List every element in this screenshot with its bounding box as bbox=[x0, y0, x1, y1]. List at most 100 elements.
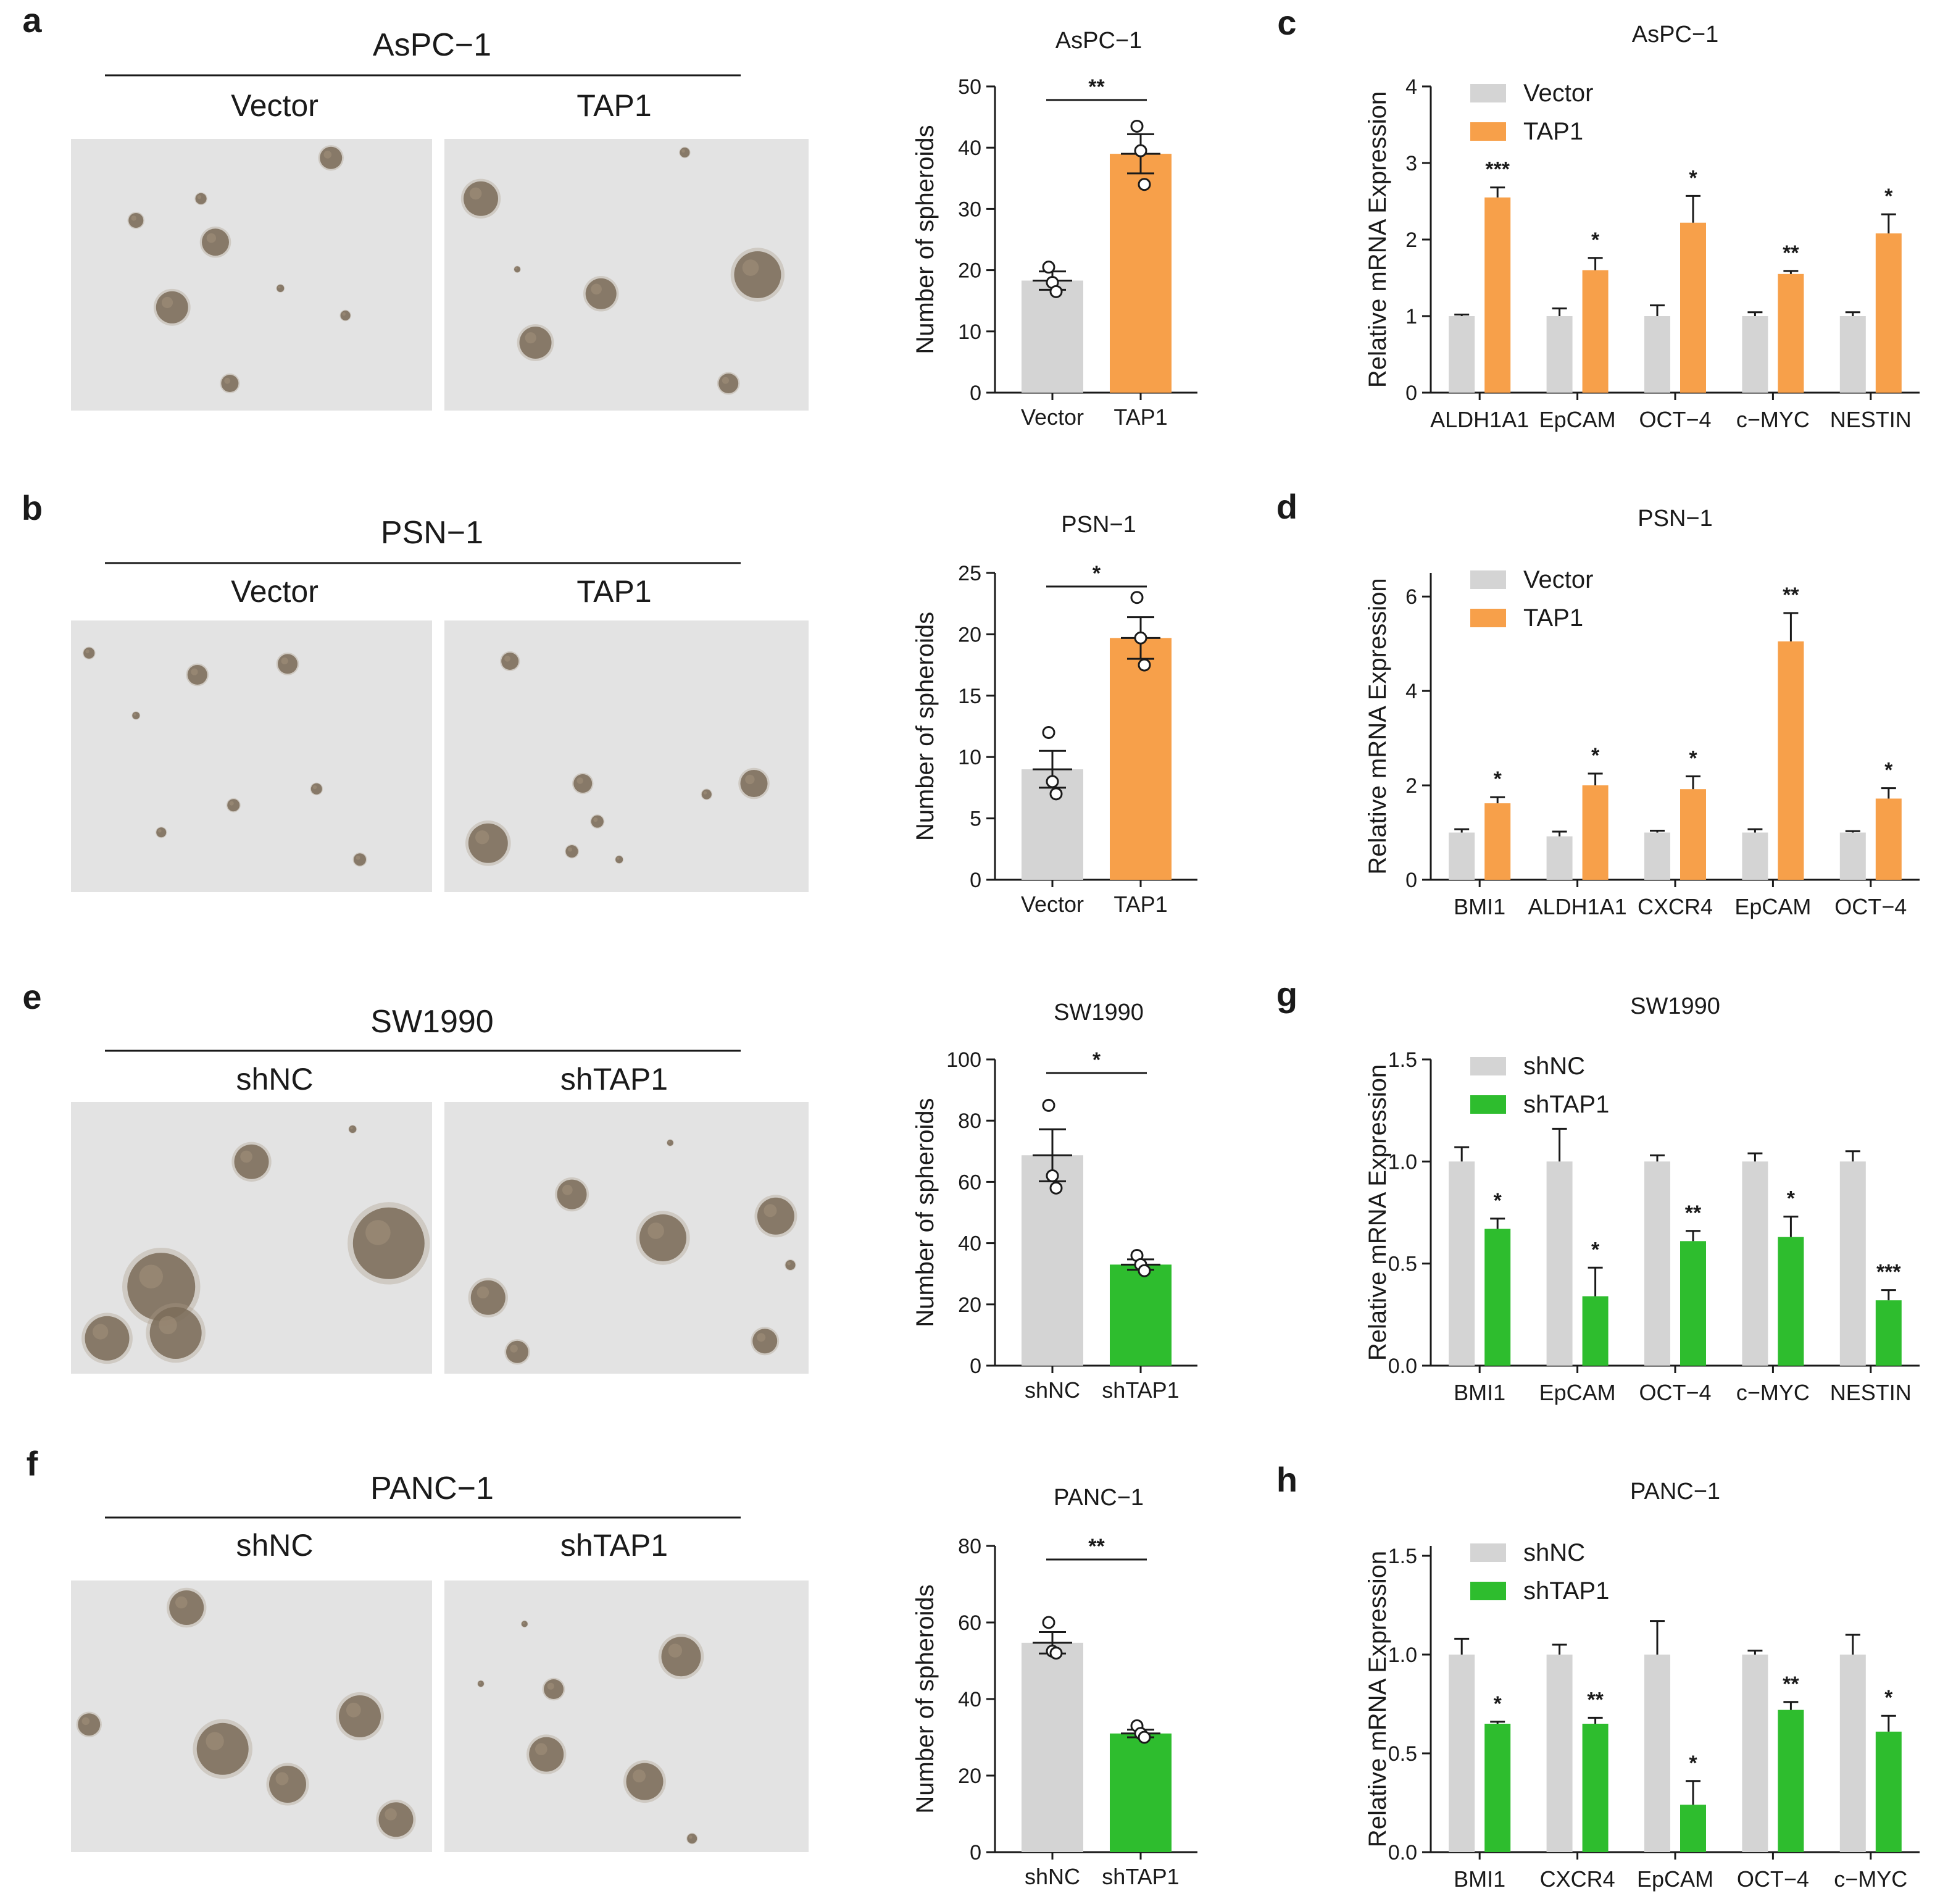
spheroid bbox=[277, 285, 285, 292]
y-axis-label: Relative mRNA Expression bbox=[1364, 1551, 1391, 1847]
x-tick-label: c−MYC bbox=[1736, 1380, 1810, 1405]
significance-label: * bbox=[1093, 1048, 1101, 1072]
data-point bbox=[1042, 1098, 1055, 1112]
data-point bbox=[1130, 591, 1144, 604]
significance-label: * bbox=[1494, 1692, 1502, 1716]
group-label-treatment: shTAP1 bbox=[560, 1528, 668, 1563]
x-tick-label: shNC bbox=[1025, 1377, 1080, 1403]
data-point bbox=[1138, 658, 1151, 672]
y-tick-label: 20 bbox=[958, 1764, 981, 1788]
bar-Vector-ALDH1A1 bbox=[1449, 316, 1475, 393]
y-tick-label: 20 bbox=[958, 623, 981, 646]
spheroid bbox=[661, 1637, 701, 1677]
y-tick-label: 50 bbox=[958, 75, 981, 99]
chart-expression-aspc1: c AsPC−1 Relative mRNA Expression 0 1 2 3 4 Vect… bbox=[1277, 3, 1920, 432]
micrograph-panel-f: f PANC−1 shNC shTAP1 bbox=[27, 1444, 784, 1829]
chart-title: AsPC−1 bbox=[1055, 28, 1142, 54]
y-tick-label: 20 bbox=[958, 259, 981, 283]
y-tick-label: 1 bbox=[1405, 305, 1417, 328]
significance-label: *** bbox=[1485, 158, 1510, 182]
significance-label: ** bbox=[1685, 1201, 1702, 1225]
bar-shNC-CXCR4 bbox=[1546, 1655, 1573, 1852]
spheroid-highlight bbox=[229, 801, 234, 806]
chart-spheroid-sw1990: SW1990 Number of spheroids 0 20 40 60 80 100 shN… bbox=[912, 1000, 1197, 1403]
bar-shTAP1-EpCAM bbox=[1680, 1805, 1706, 1852]
legend-swatch-Vector bbox=[1470, 84, 1506, 102]
bar-Vector-BMI1 bbox=[1449, 832, 1475, 880]
legend-swatch-shTAP1 bbox=[1470, 1095, 1506, 1114]
y-tick-label: 1.5 bbox=[1388, 1545, 1417, 1568]
chart-title: SW1990 bbox=[1054, 1000, 1144, 1025]
bar-TAP1-ALDH1A1 bbox=[1484, 197, 1511, 393]
spheroid bbox=[478, 1681, 484, 1687]
spheroid bbox=[501, 653, 519, 670]
y-axis-label: Number of spheroids bbox=[912, 1584, 939, 1813]
x-tick-label: shTAP1 bbox=[1102, 1864, 1179, 1889]
spheroid-highlight bbox=[323, 151, 332, 159]
legend-label-shNC: shNC bbox=[1523, 1539, 1585, 1566]
legend-swatch-shNC bbox=[1470, 1543, 1506, 1562]
data-point bbox=[1049, 285, 1063, 298]
y-tick-label: 0.5 bbox=[1388, 1253, 1417, 1276]
data-point bbox=[1046, 775, 1059, 788]
micrograph-control bbox=[71, 1102, 432, 1374]
spheroid-highlight bbox=[668, 1140, 671, 1143]
bar-Vector-EpCAM bbox=[1546, 316, 1573, 393]
y-tick-label: 25 bbox=[958, 562, 981, 585]
y-tick-label: 0 bbox=[970, 869, 981, 892]
spheroid-highlight bbox=[224, 377, 231, 384]
spheroid-highlight bbox=[278, 286, 281, 289]
significance-label: * bbox=[1689, 1752, 1697, 1775]
spheroid bbox=[740, 770, 768, 797]
group-label-treatment: TAP1 bbox=[576, 88, 651, 123]
micrograph-control bbox=[71, 1580, 432, 1852]
spheroid bbox=[718, 374, 739, 393]
chart-spheroid-psn1: PSN−1 Number of spheroids 0 5 10 15 20 25 Vector… bbox=[912, 512, 1197, 917]
y-tick-label: 30 bbox=[958, 198, 981, 221]
spheroid bbox=[132, 712, 140, 719]
spheroid bbox=[757, 1197, 794, 1235]
spheroid bbox=[169, 1590, 204, 1625]
spheroid bbox=[196, 1722, 249, 1775]
significance-label: ** bbox=[1783, 1672, 1799, 1696]
bar-shNC-NESTIN bbox=[1839, 1161, 1866, 1366]
spheroid-highlight bbox=[668, 1643, 683, 1658]
spheroid-highlight bbox=[722, 377, 729, 384]
significance-label: * bbox=[1787, 1187, 1796, 1211]
legend-label-TAP1: TAP1 bbox=[1523, 604, 1583, 632]
significance-label: * bbox=[1591, 228, 1600, 252]
spheroid bbox=[378, 1802, 414, 1837]
chart-title: PANC−1 bbox=[1054, 1485, 1144, 1511]
data-point bbox=[1138, 1731, 1151, 1744]
spheroid-highlight bbox=[346, 1702, 361, 1718]
bar-shNC-BMI1 bbox=[1449, 1655, 1475, 1852]
y-tick-label: 60 bbox=[958, 1171, 981, 1194]
spheroid bbox=[234, 1144, 269, 1179]
y-tick-label: 0.0 bbox=[1388, 1355, 1417, 1378]
data-point bbox=[1130, 119, 1144, 133]
spheroid-highlight bbox=[131, 215, 136, 221]
legend-label-shNC: shNC bbox=[1523, 1053, 1585, 1080]
spheroid-highlight bbox=[275, 1772, 289, 1785]
spheroid bbox=[78, 1713, 101, 1736]
spheroid-highlight bbox=[197, 194, 202, 199]
legend-swatch-TAP1 bbox=[1470, 122, 1506, 141]
group-label-control: shNC bbox=[236, 1062, 313, 1096]
chart-title: PANC−1 bbox=[1630, 1479, 1720, 1505]
spheroid-highlight bbox=[356, 855, 360, 860]
chart-title: AsPC−1 bbox=[1632, 22, 1718, 48]
spheroid-highlight bbox=[161, 296, 173, 309]
spheroid-highlight bbox=[133, 713, 136, 716]
spheroid-highlight bbox=[535, 1743, 547, 1755]
x-tick-label: shTAP1 bbox=[1102, 1377, 1179, 1403]
spheroid bbox=[128, 213, 144, 228]
spheroid bbox=[354, 853, 366, 866]
y-tick-label: 2 bbox=[1405, 228, 1417, 252]
micrograph-treatment bbox=[444, 1580, 809, 1852]
spheroid-highlight bbox=[703, 791, 707, 795]
y-tick-label: 80 bbox=[958, 1535, 981, 1558]
spheroid-highlight bbox=[515, 267, 518, 270]
legend-label-shTAP1: shTAP1 bbox=[1523, 1577, 1609, 1605]
bar-shNC-OCT−4 bbox=[1644, 1161, 1670, 1366]
y-tick-label: 40 bbox=[958, 136, 981, 160]
